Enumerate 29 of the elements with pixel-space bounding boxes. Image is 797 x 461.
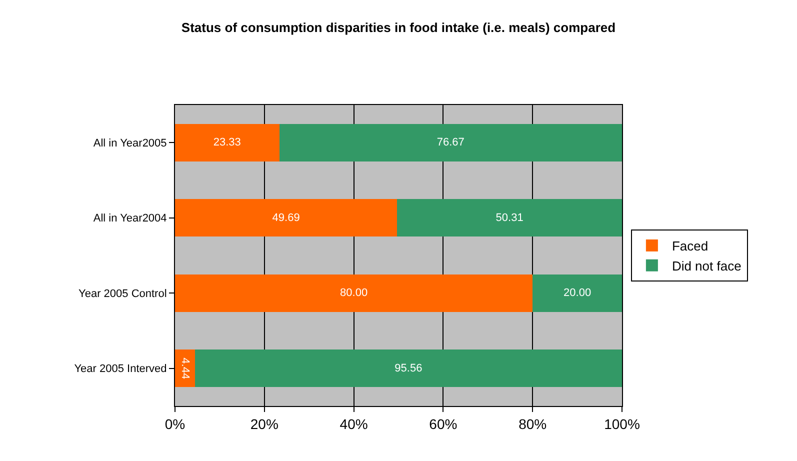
data-label: 76.67 bbox=[436, 136, 464, 149]
bar bbox=[175, 274, 533, 312]
y-tick-label: All in Year2005 bbox=[93, 137, 167, 150]
bar bbox=[175, 350, 195, 388]
x-tick-label: 0% bbox=[164, 416, 186, 432]
data-label: 23.33 bbox=[213, 136, 241, 149]
bar bbox=[532, 274, 622, 312]
x-tick-label: 60% bbox=[429, 416, 458, 432]
y-tick-label: Year 2005 Control bbox=[78, 288, 167, 300]
x-tick-label: 40% bbox=[340, 416, 368, 432]
data-label: 4.44 bbox=[178, 358, 191, 380]
data-label: 80.00 bbox=[340, 287, 368, 300]
x-tick-label: 100% bbox=[604, 416, 640, 432]
data-label: 50.31 bbox=[496, 212, 524, 224]
data-label: 20.00 bbox=[564, 287, 592, 300]
legend-label: Faced bbox=[672, 238, 708, 254]
x-tick-label: 20% bbox=[250, 416, 278, 432]
bar bbox=[175, 124, 280, 162]
bar bbox=[175, 199, 398, 237]
x-tick-label: 80% bbox=[518, 416, 547, 432]
data-label: 49.69 bbox=[272, 212, 300, 224]
y-tick-label: All in Year2004 bbox=[93, 212, 167, 225]
bar bbox=[279, 124, 622, 162]
bar bbox=[397, 199, 622, 237]
bar bbox=[194, 350, 622, 388]
y-tick-label: Year 2005 Interved bbox=[74, 363, 167, 376]
data-label: 95.56 bbox=[394, 362, 422, 374]
chart-title: Status of consumption disparities in food intake (i.e. meals) compared bbox=[181, 20, 616, 36]
legend-label: Did not face bbox=[672, 258, 742, 274]
